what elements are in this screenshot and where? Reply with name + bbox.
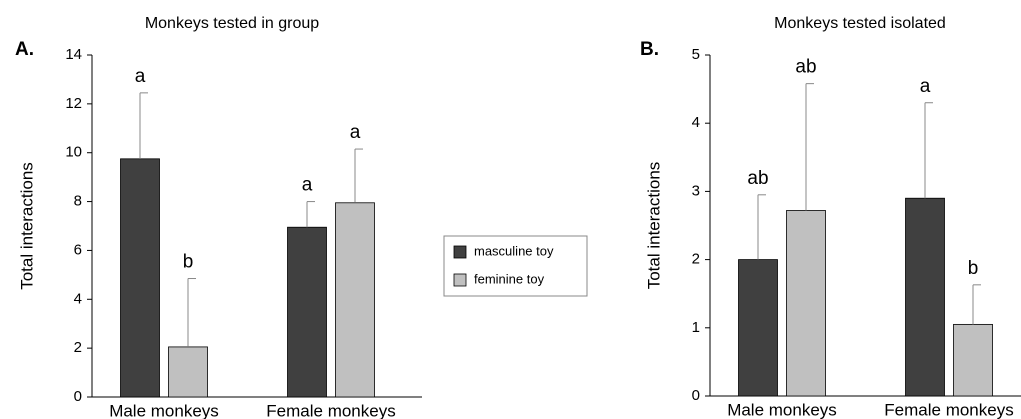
y-tick-label: 0: [74, 388, 82, 405]
y-tick-label: 2: [74, 339, 82, 356]
y-tick-label: 10: [65, 144, 82, 161]
bar: [738, 259, 778, 397]
chart-title: Monkeys tested in group: [145, 15, 319, 32]
x-tick-label: Female monkeys: [884, 400, 1013, 419]
legend-box: [443, 235, 588, 297]
bar: [905, 197, 945, 397]
y-tick-label: 3: [692, 182, 700, 199]
bar: [120, 158, 160, 398]
panel-label: A.: [15, 39, 34, 60]
significance-label: ab: [795, 57, 816, 78]
significance-label: b: [183, 252, 194, 273]
legend-label: feminine toy: [474, 271, 545, 286]
significance-label: a: [350, 122, 361, 143]
significance-label: a: [135, 66, 146, 87]
panel-label: B.: [640, 39, 659, 60]
bar: [953, 323, 993, 397]
x-tick-label: Female monkeys: [266, 401, 395, 419]
x-tick-label: Male monkeys: [727, 400, 837, 419]
legend-swatch: [453, 273, 467, 287]
y-tick-label: 1: [692, 319, 700, 336]
significance-label: a: [302, 175, 313, 196]
legend-swatch: [453, 245, 467, 259]
bar: [168, 346, 208, 398]
y-tick-label: 12: [65, 95, 82, 112]
y-tick-label: 8: [74, 193, 82, 210]
y-tick-label: 5: [692, 46, 700, 63]
significance-label: b: [968, 258, 979, 279]
significance-label: ab: [747, 168, 768, 189]
bar: [287, 226, 327, 398]
y-tick-label: 4: [692, 114, 700, 131]
bar: [335, 202, 375, 398]
y-tick-label: 4: [74, 290, 82, 307]
y-axis-label: Total interactions: [17, 162, 36, 290]
chart-title: Monkeys tested isolated: [774, 15, 946, 32]
y-tick-label: 2: [692, 251, 700, 268]
x-tick-label: Male monkeys: [109, 401, 219, 419]
y-tick-label: 6: [74, 241, 82, 258]
legend-label: masculine toy: [474, 243, 554, 258]
y-tick-label: 0: [692, 387, 700, 404]
bar: [786, 210, 826, 397]
y-axis-label: Total interactions: [644, 162, 663, 290]
significance-label: a: [920, 76, 931, 97]
y-tick-label: 14: [65, 46, 82, 63]
